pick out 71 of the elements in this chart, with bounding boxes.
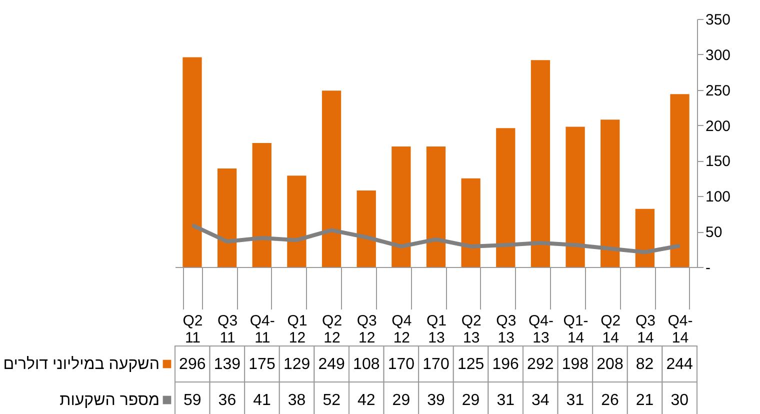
- bar: [530, 60, 550, 267]
- data-label: 30: [670, 392, 689, 409]
- data-label: 36: [218, 392, 236, 409]
- data-label: 31: [566, 392, 584, 409]
- data-label: 34: [532, 392, 550, 409]
- x-tick-label: Q2 13: [461, 312, 482, 346]
- x-tick-label: Q4 12: [392, 312, 412, 346]
- y-tick-label: 100: [706, 188, 731, 206]
- data-label: 39: [427, 392, 445, 409]
- legend-label: מספר השקעות: [60, 392, 160, 409]
- bar: [461, 178, 480, 267]
- data-label: 244: [666, 356, 694, 373]
- data-label: 175: [248, 356, 276, 373]
- data-label: 38: [288, 392, 306, 409]
- bar: [635, 208, 655, 267]
- bar: [392, 146, 411, 267]
- data-label: 31: [496, 392, 515, 409]
- x-tick-label: Q2 12: [322, 312, 342, 346]
- x-tick-label: Q3 13: [496, 312, 516, 346]
- bar: [217, 168, 237, 267]
- x-tick-label: Q3 11: [218, 312, 238, 346]
- data-label: 26: [601, 392, 619, 409]
- legend-label: השקעה במיליוני דולרים: [3, 355, 160, 373]
- data-label: 52: [322, 392, 341, 409]
- x-tick-label: Q2 14: [600, 312, 621, 346]
- bar: [566, 126, 585, 267]
- x-tick-label: Q1 12: [287, 312, 308, 346]
- line-series: [190, 223, 682, 254]
- x-tick-label: Q3 12: [356, 312, 377, 346]
- data-label: 21: [636, 392, 654, 409]
- bar: [426, 146, 446, 267]
- x-tick-label: Q4- 11: [250, 312, 275, 346]
- data-label: 129: [283, 356, 310, 373]
- data-label: 170: [388, 356, 415, 373]
- data-label: 208: [596, 356, 624, 373]
- y-tick-label: 150: [706, 153, 731, 170]
- y-tick-label: 200: [706, 118, 731, 135]
- bar: [252, 143, 272, 267]
- data-label: 170: [422, 356, 450, 373]
- x-tick-label: Q2 11: [182, 312, 203, 346]
- bar: [670, 94, 690, 267]
- data-label: 82: [636, 356, 654, 373]
- data-label: 41: [253, 392, 271, 409]
- data-label: 139: [214, 356, 241, 373]
- y-tick-label: 250: [706, 82, 731, 100]
- bar: [287, 176, 306, 267]
- x-tick-label: Q1- 14: [563, 312, 588, 346]
- bar: [182, 57, 202, 267]
- data-label: 296: [179, 356, 206, 373]
- data-label: 59: [184, 392, 202, 409]
- data-label: 108: [353, 356, 380, 373]
- data-label: 196: [492, 356, 520, 373]
- x-tick-label: Q3 14: [635, 312, 656, 346]
- x-tick-label: Q4- 13: [528, 312, 554, 346]
- x-tick-label: Q1 13: [426, 312, 447, 346]
- bar: [322, 90, 342, 267]
- x-tick-label: Q4- 14: [668, 312, 693, 346]
- bar: [496, 128, 516, 267]
- y-tick-label: -: [706, 260, 710, 276]
- y-tick-label: 350: [706, 12, 731, 28]
- data-label: 29: [462, 392, 480, 409]
- data-label: 125: [457, 356, 484, 373]
- data-label: 249: [318, 356, 346, 373]
- y-tick-label: 300: [706, 46, 731, 64]
- data-label: 29: [392, 392, 410, 409]
- data-label: 42: [358, 392, 376, 409]
- bar: [600, 120, 620, 267]
- data-label: 198: [562, 356, 589, 373]
- y-tick-label: 50: [706, 224, 722, 242]
- bar: [356, 190, 376, 267]
- data-label: 292: [527, 356, 554, 373]
